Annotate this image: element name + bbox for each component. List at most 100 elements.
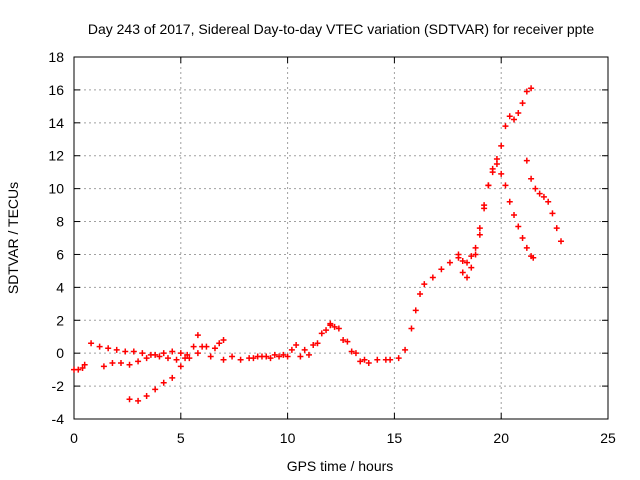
y-tick-label: 0	[56, 345, 64, 361]
data-point	[438, 266, 445, 273]
data-point	[506, 113, 513, 120]
data-point	[105, 345, 112, 352]
series-arc-7	[455, 160, 537, 281]
data-point	[109, 360, 116, 367]
data-point	[173, 356, 180, 363]
y-tick-label: -2	[52, 378, 65, 394]
data-point	[160, 379, 167, 386]
y-tick-label: 12	[48, 148, 64, 164]
y-tick-labels: -4 -2 0 2 4 6 8 10 12 14 16 18	[48, 49, 64, 427]
data-point	[485, 182, 492, 189]
data-point	[402, 346, 409, 353]
data-point	[276, 353, 283, 360]
data-point	[301, 346, 308, 353]
data-point	[143, 392, 150, 399]
data-point	[361, 356, 368, 363]
data-point	[348, 348, 355, 355]
data-point	[152, 386, 159, 393]
data-point	[314, 340, 321, 347]
data-point	[126, 361, 133, 368]
data-point	[250, 355, 257, 362]
data-point	[216, 340, 223, 347]
x-axis-label: GPS time / hours	[287, 458, 394, 474]
data-point	[502, 182, 509, 189]
data-point	[271, 351, 278, 358]
y-tick-label: -4	[52, 411, 65, 427]
series-arc-8	[523, 157, 565, 245]
data-point	[519, 235, 526, 241]
data-point	[160, 350, 167, 357]
y-tick-label: 8	[56, 214, 64, 230]
data-point	[177, 363, 184, 370]
data-point	[126, 396, 133, 403]
data-point	[502, 123, 509, 130]
data-point	[331, 323, 338, 330]
data-point	[122, 348, 129, 355]
series-arc-5	[250, 322, 368, 363]
data-point	[472, 251, 479, 258]
data-point	[305, 351, 312, 358]
data-point	[464, 259, 471, 266]
data-point	[203, 343, 210, 350]
data-point	[511, 211, 518, 218]
data-points	[71, 85, 565, 404]
data-point	[139, 350, 146, 357]
data-point	[446, 259, 453, 266]
data-point	[135, 358, 142, 365]
data-point	[498, 142, 505, 149]
axis-ticks	[73, 56, 609, 420]
data-point	[498, 170, 505, 177]
data-point	[318, 330, 325, 337]
data-point	[523, 244, 530, 251]
data-point	[340, 337, 347, 344]
data-point	[258, 353, 265, 360]
data-point	[297, 353, 304, 360]
data-point	[135, 397, 142, 404]
data-point	[284, 353, 291, 360]
x-tick-label: 15	[387, 430, 403, 446]
data-point	[117, 360, 124, 367]
data-point	[481, 205, 488, 212]
data-point	[194, 332, 201, 339]
data-point	[374, 356, 381, 363]
data-point	[429, 274, 436, 281]
data-point	[220, 356, 227, 363]
data-point	[229, 353, 236, 360]
data-point	[459, 269, 466, 276]
data-point	[100, 363, 107, 370]
data-point	[184, 351, 191, 358]
data-point	[177, 350, 184, 357]
x-tick-label: 25	[600, 430, 616, 446]
data-point	[528, 175, 535, 182]
data-point	[417, 290, 424, 297]
data-point	[169, 348, 176, 355]
data-point	[323, 327, 330, 334]
data-point	[207, 353, 214, 360]
data-point	[79, 364, 86, 371]
y-tick-label: 14	[48, 115, 64, 131]
data-point	[365, 360, 372, 367]
data-point	[75, 366, 82, 373]
data-point	[515, 223, 522, 230]
data-point	[549, 210, 556, 217]
data-point	[476, 231, 483, 238]
data-point	[267, 355, 274, 362]
data-point	[530, 254, 537, 261]
data-point	[152, 351, 159, 358]
data-point	[459, 258, 466, 265]
data-point	[156, 353, 163, 360]
data-point	[540, 193, 547, 200]
data-point	[130, 348, 137, 355]
data-point	[387, 356, 394, 363]
data-point	[464, 274, 471, 281]
data-point	[88, 340, 95, 347]
y-axis-label: SDTVAR / TECUs	[5, 182, 21, 294]
data-point	[220, 337, 227, 344]
y-tick-label: 16	[48, 82, 64, 98]
data-point	[523, 88, 530, 95]
plot-frame	[73, 56, 609, 420]
data-point	[472, 244, 479, 251]
data-point	[237, 356, 244, 363]
